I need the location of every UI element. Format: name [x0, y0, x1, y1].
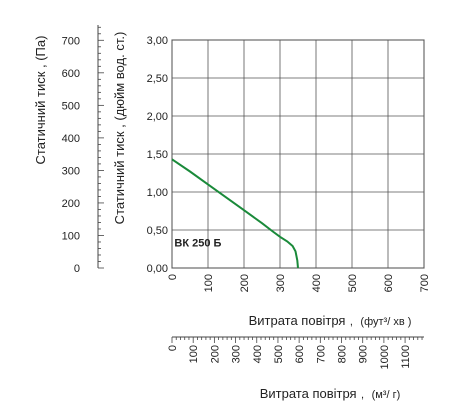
series-line: [171, 158, 299, 269]
x2-axis-unit: (м³/ г): [372, 389, 401, 401]
x-tick-label: 100: [203, 274, 215, 292]
y2-tick-label: 0: [74, 263, 80, 275]
y-tick-label: 1,50: [147, 149, 168, 161]
x-tick-label: 500: [347, 274, 359, 292]
x2-tick-label: 700: [315, 345, 327, 363]
x2-tick-label: 1000: [379, 345, 391, 369]
x-tick-label: 0: [167, 274, 179, 280]
x2-tick-label: 300: [231, 345, 243, 363]
x-tick-label: 600: [383, 274, 395, 292]
y2-tick-label: 700: [62, 35, 80, 47]
x-tick-label: 400: [311, 274, 323, 292]
y2-tick-label: 200: [62, 198, 80, 210]
x2-axis-title-row: Витрата повітря , (м³/ г): [260, 385, 401, 402]
x2-tick-label: 0: [167, 345, 179, 351]
x-tick-label: 300: [275, 274, 287, 292]
y2-tick-label: 500: [62, 100, 80, 112]
x-ticks-cfm: 0 100 200 300 400 500 600 700: [167, 274, 431, 292]
y-axis-title: Статичний тиск , (дюйм вод. ст.): [112, 32, 127, 225]
x2-tick-label: 800: [337, 345, 349, 363]
y-tick-label: 2,00: [147, 111, 168, 123]
x-tick-label: 200: [239, 274, 251, 292]
x-axis-title: Витрата повітря: [249, 313, 346, 328]
plot-grid: [171, 39, 425, 269]
y-tick-label: 0,00: [147, 263, 168, 275]
y-ticks-inch: 0,00 0,50 1,00 1,50 2,00 2,50 3,00: [147, 35, 168, 275]
y2-axis-title: Статичний тиск , (Па): [33, 36, 48, 165]
x2-tick-label: 100: [188, 345, 200, 363]
y2-tick-label: 300: [62, 165, 80, 177]
series-label: ВК 250 Б: [174, 238, 221, 250]
x2-tick-label: 900: [358, 345, 370, 363]
x2-axis-title: Витрата повітря: [260, 386, 357, 401]
x2-tick-label: 1100: [400, 345, 412, 369]
x-axis-unit: (фут³/ хв ): [360, 316, 411, 328]
y2-tick-label: 600: [62, 68, 80, 80]
y-tick-label: 1,00: [147, 187, 168, 199]
x2-tick-label: 400: [252, 345, 264, 363]
y2-tick-label: 400: [62, 133, 80, 145]
y2-tick-label: 100: [62, 230, 80, 242]
y-tick-label: 2,50: [147, 73, 168, 85]
x-tick-label: 700: [419, 274, 431, 292]
x-axis-title-row: Витрата повітря , (фут³/ хв ): [249, 312, 412, 329]
series-layer: ВК 250 Б: [171, 158, 299, 269]
x2-tick-label: 200: [209, 345, 221, 363]
y-tick-label: 0,50: [147, 225, 168, 237]
left-axis-pa: 0 100 200 300 400 500 600 700: [62, 25, 104, 275]
x2-tick-label: 600: [294, 345, 306, 363]
x2-tick-label: 500: [273, 345, 285, 363]
y-tick-label: 3,00: [147, 35, 168, 47]
bottom-axis-m3h: 0 100 200 300 400 500 600 700 800 900 1000 1100: [167, 336, 424, 369]
